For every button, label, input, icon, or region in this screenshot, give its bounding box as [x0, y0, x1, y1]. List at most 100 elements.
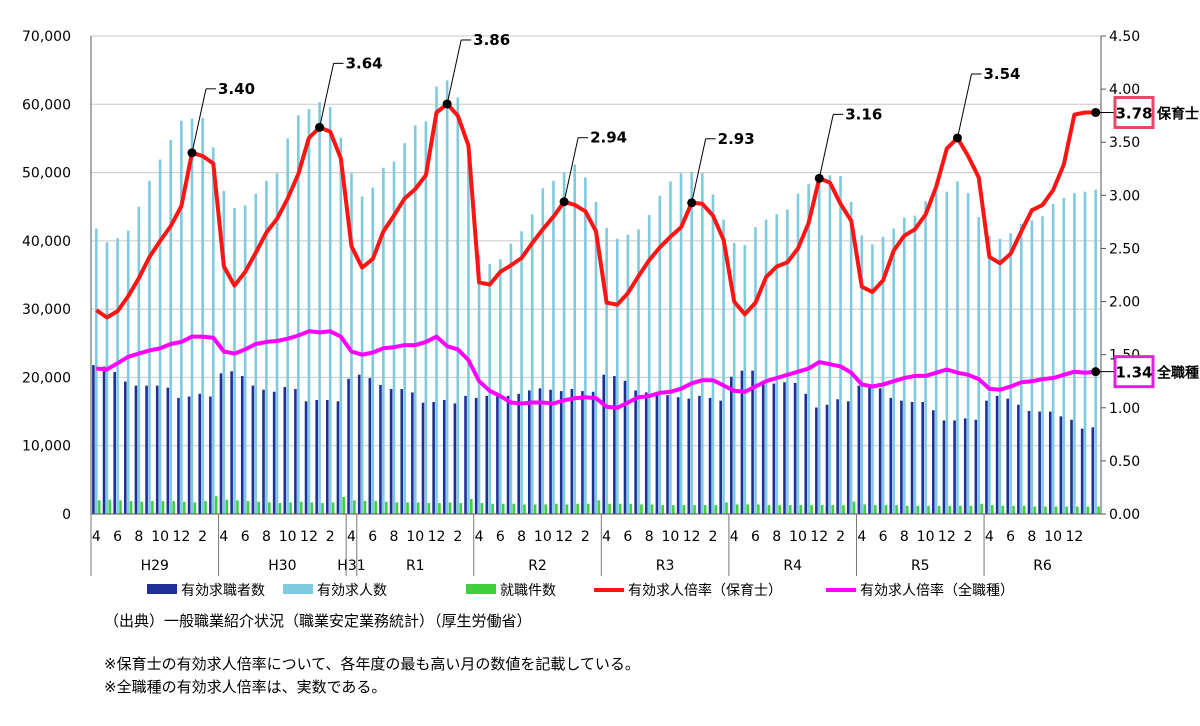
bar [283, 386, 287, 514]
bar [980, 503, 983, 514]
bar [565, 504, 569, 514]
bar [268, 502, 271, 514]
bar [634, 390, 637, 514]
y-left-tick-label: 30,000 [22, 302, 71, 318]
bar [374, 501, 377, 514]
series-2 [97, 496, 1100, 514]
bar [467, 159, 470, 514]
bar [363, 501, 367, 514]
bar [124, 381, 127, 514]
bar [400, 389, 404, 514]
y-right-tick-label: 4.50 [1109, 29, 1140, 45]
bar [225, 499, 229, 514]
bar [825, 404, 829, 514]
bar [889, 397, 893, 514]
bar [815, 407, 818, 514]
bar [151, 501, 154, 514]
bar [924, 201, 927, 514]
y-right-tick-label: 3.00 [1109, 188, 1140, 204]
bar [963, 418, 967, 514]
bar [275, 173, 279, 515]
bar [775, 214, 779, 514]
bar [331, 502, 335, 514]
y-left-tick-label: 60,000 [22, 97, 71, 113]
legend-swatch [283, 584, 313, 594]
x-month-label: 10 [151, 529, 169, 545]
bar [735, 504, 739, 514]
bar [321, 503, 324, 514]
end-labels: 3.78 保育士 1.34 全職種 [1091, 95, 1199, 389]
bar [265, 180, 268, 514]
annotation-marker [559, 197, 569, 207]
bar [432, 402, 435, 514]
bar [1051, 203, 1055, 515]
x-month-label: 6 [496, 529, 505, 545]
annotation-label: 2.93 [718, 130, 755, 148]
x-month-label: 2 [708, 529, 717, 545]
bar [145, 385, 148, 514]
bar [211, 147, 215, 514]
bar [523, 504, 526, 514]
bar [230, 371, 233, 514]
bar [934, 191, 938, 515]
bar [382, 167, 385, 514]
bar [491, 503, 494, 514]
bar [1083, 191, 1087, 515]
bar [384, 501, 388, 514]
fiscal-year-label: R6 [1033, 558, 1052, 574]
fiscal-year-label: R2 [528, 558, 547, 574]
y-left-tick-label: 10,000 [22, 439, 71, 455]
x-month-label: 6 [113, 529, 122, 545]
series-1 [95, 80, 1097, 515]
bar [913, 215, 917, 514]
x-month-label: 4 [730, 529, 739, 545]
bar [669, 181, 672, 514]
bar [868, 387, 871, 514]
bar [892, 228, 895, 514]
bar [655, 394, 659, 514]
x-month-label: 4 [475, 529, 484, 545]
bar [307, 109, 311, 515]
bar [448, 502, 452, 514]
bar [1030, 220, 1034, 514]
bar [849, 201, 853, 515]
bar [570, 389, 574, 514]
bar [1097, 506, 1100, 514]
bar [730, 376, 733, 514]
bar [1006, 398, 1010, 514]
bar [310, 502, 314, 514]
bar [119, 500, 122, 514]
bar [1038, 411, 1041, 514]
line-hoikushi [95, 102, 1096, 320]
series-0 [92, 365, 1095, 514]
bar [746, 504, 750, 514]
bar [921, 402, 924, 514]
footnote-1: ※保育士の有効求人倍率について、各年度の最も高い月の数値を記載している。 [104, 655, 640, 673]
annotation-marker [814, 173, 824, 183]
annotation-marker [315, 122, 325, 132]
bar [937, 505, 941, 514]
bar [289, 502, 292, 514]
bar [626, 234, 630, 514]
bar [169, 139, 173, 514]
bar [608, 503, 611, 514]
x-month-label: 4 [985, 529, 994, 545]
y-left-tick-label: 20,000 [22, 370, 71, 386]
peak-annotations: 3.40 3.64 3.86 2.94 2.93 3.16 3.54 [187, 31, 1020, 208]
bar [974, 419, 978, 514]
bar [932, 410, 935, 514]
annotation-leader [691, 138, 707, 203]
bar [243, 205, 247, 514]
x-month-label: 10 [789, 529, 807, 545]
bar [761, 383, 765, 514]
annotation-leader [818, 114, 834, 179]
bar [204, 501, 207, 514]
bar [708, 397, 712, 514]
legend-label: 就職件数 [500, 583, 556, 599]
bar [687, 398, 691, 514]
bar [339, 137, 343, 514]
bar [1091, 427, 1095, 514]
bar [424, 121, 428, 514]
bar [1080, 428, 1084, 514]
y-left-tick-label: 70,000 [22, 29, 71, 45]
